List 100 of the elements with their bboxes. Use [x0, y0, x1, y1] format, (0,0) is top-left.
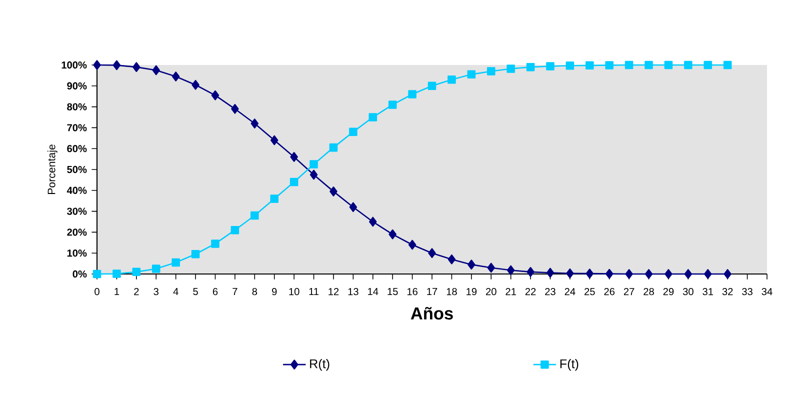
x-tick-label: 3 — [154, 288, 158, 296]
legend-label: F(t) — [560, 359, 578, 371]
point — [93, 60, 101, 70]
point — [152, 65, 160, 76]
point — [586, 61, 594, 70]
point — [566, 61, 574, 70]
x-tick-label: 13 — [348, 288, 358, 296]
point — [369, 216, 377, 227]
point — [468, 260, 476, 270]
point — [704, 60, 712, 70]
point — [506, 64, 515, 73]
x-tick-label: 25 — [584, 288, 595, 296]
x-tick-label: 19 — [466, 288, 477, 296]
y-tick-label: 70% — [67, 124, 87, 132]
point — [526, 62, 535, 72]
point — [132, 62, 140, 72]
x-tick-label: 2 — [134, 288, 139, 296]
point — [250, 118, 259, 128]
point — [112, 270, 121, 278]
point — [605, 61, 614, 70]
x-axis-title: Años — [410, 306, 453, 320]
point — [330, 186, 338, 196]
point — [467, 70, 476, 79]
y-tick-label: 80% — [67, 103, 87, 110]
point — [132, 268, 141, 276]
point — [724, 269, 732, 279]
point — [664, 269, 672, 279]
x-tick-label: 6 — [212, 288, 218, 296]
point — [112, 60, 121, 70]
x-tick-label: 9 — [272, 288, 277, 296]
point — [486, 67, 496, 76]
x-tick-label: 16 — [407, 288, 418, 296]
point — [644, 60, 653, 70]
x-tick-label: 11 — [309, 288, 319, 295]
point — [704, 269, 712, 279]
y-tick-label: 40% — [66, 186, 87, 194]
point — [487, 262, 495, 273]
point — [92, 270, 102, 278]
point — [231, 104, 239, 114]
point — [546, 62, 554, 70]
x-tick-label: 4 — [173, 288, 178, 295]
y-tick-label: 90% — [67, 82, 87, 90]
point — [270, 194, 278, 203]
y-tick-label: 20% — [67, 228, 87, 236]
x-tick-label: 31 — [702, 288, 714, 296]
point — [172, 72, 180, 82]
point — [192, 80, 200, 90]
point — [624, 60, 634, 70]
x-tick-label: 5 — [193, 288, 198, 296]
point — [211, 240, 220, 248]
point — [526, 266, 534, 277]
point — [566, 268, 574, 278]
y-tick-label: 50% — [67, 166, 87, 174]
x-tick-label: 27 — [624, 288, 634, 296]
point — [152, 264, 160, 273]
x-tick-label: 8 — [252, 288, 258, 296]
x-tick-label: 28 — [644, 288, 654, 296]
point — [211, 90, 220, 100]
point — [448, 254, 456, 264]
point — [329, 143, 338, 152]
x-tick-label: 12 — [328, 288, 339, 296]
x-tick-label: 21 — [506, 288, 516, 296]
y-tick-label: 100% — [62, 61, 87, 69]
point — [290, 152, 298, 162]
point — [191, 250, 200, 258]
x-tick-label: 26 — [604, 288, 615, 296]
point — [684, 269, 692, 279]
x-tick-label: 10 — [289, 288, 300, 296]
point — [270, 135, 278, 146]
y-tick-label: 0% — [72, 270, 87, 278]
point — [605, 268, 614, 279]
point — [625, 269, 633, 279]
y-tick-label: 10% — [67, 250, 87, 257]
point — [408, 90, 416, 98]
point — [586, 268, 594, 279]
x-tick-label: 1 — [114, 288, 120, 295]
x-tick-label: 0 — [94, 288, 100, 296]
point — [172, 258, 180, 267]
y-tick-label: 60% — [67, 145, 87, 152]
x-tick-label: 14 — [368, 288, 378, 295]
point — [723, 60, 732, 70]
point — [250, 211, 259, 220]
point — [349, 128, 358, 136]
point — [684, 60, 692, 70]
point — [546, 268, 554, 278]
point — [408, 240, 416, 250]
point — [310, 170, 318, 180]
x-tick-label: 29 — [663, 288, 674, 296]
point — [230, 226, 240, 234]
x-tick-label: 34 — [762, 288, 772, 296]
x-tick-label: 20 — [486, 288, 496, 296]
point — [310, 160, 318, 168]
x-tick-label: 32 — [722, 288, 733, 296]
point — [290, 178, 298, 186]
point — [506, 265, 515, 276]
point — [388, 229, 396, 240]
y-axis-title: Porcentaje — [47, 144, 58, 194]
point — [644, 269, 653, 279]
x-tick-label: 15 — [388, 288, 398, 296]
point — [368, 113, 378, 122]
